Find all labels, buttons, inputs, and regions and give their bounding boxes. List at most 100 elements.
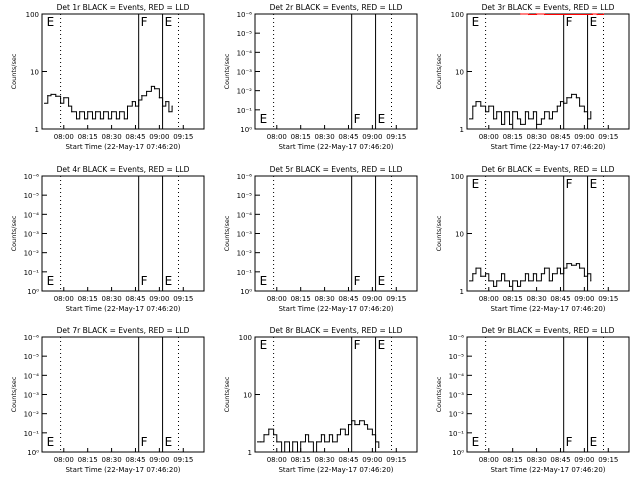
data-point	[59, 102, 62, 104]
x-tick-label: 09:00	[362, 456, 382, 464]
data-point	[500, 273, 503, 275]
data-point	[168, 111, 170, 113]
y-tick-label: 10⁻⁶	[237, 173, 253, 181]
x-tick-label: 08:15	[291, 295, 311, 303]
x-tick-label: 08:15	[291, 456, 311, 464]
x-tick-label: 08:45	[550, 456, 570, 464]
data-point	[138, 99, 140, 101]
data-point	[590, 280, 592, 282]
data-point	[154, 88, 156, 90]
event-marker-label: E	[590, 15, 598, 29]
data-point	[110, 111, 113, 113]
y-tick-label: 10⁻¹	[237, 269, 253, 277]
data-point	[272, 434, 275, 436]
data-point	[300, 441, 302, 443]
event-marker-label: F	[141, 435, 148, 449]
x-tick-label: 08:15	[291, 133, 311, 141]
event-marker-label: F	[141, 15, 148, 29]
event-marker-label: E	[590, 435, 598, 449]
panel-title: Det 1r BLACK = Events, RED = LLD	[57, 3, 190, 12]
lld-series-line	[520, 13, 604, 15]
x-tick-label: 08:00	[54, 133, 74, 141]
event-marker-label: E	[260, 112, 268, 126]
y-tick-label: 10⁻³	[237, 231, 253, 239]
y-tick-label: 10⁻¹	[449, 430, 465, 438]
x-tick-label: 08:45	[550, 295, 570, 303]
event-marker-label: E	[47, 435, 55, 449]
data-point	[99, 118, 102, 120]
x-tick-label: 09:00	[574, 133, 594, 141]
event-marker-label: E	[260, 338, 268, 352]
y-axis-label: Counts/sec	[10, 376, 18, 412]
data-point	[475, 100, 477, 103]
data-point	[591, 13, 593, 15]
y-tick-label: 10⁻⁵	[24, 192, 40, 200]
y-tick-label: 10⁻⁵	[449, 353, 465, 361]
x-tick-label: 08:00	[479, 456, 499, 464]
y-tick-label: 10⁻¹	[24, 269, 40, 277]
data-point	[496, 280, 498, 282]
data-point	[575, 262, 578, 265]
data-point	[484, 273, 487, 275]
x-tick-label: 09:15	[598, 295, 618, 303]
event-marker-label: E	[47, 15, 55, 29]
event-marker-label: F	[141, 274, 148, 288]
data-point	[596, 13, 598, 16]
x-tick-label: 09:15	[386, 295, 406, 303]
y-tick-label: 1	[35, 126, 39, 134]
event-marker-label: F	[566, 435, 573, 449]
data-point	[292, 441, 294, 443]
y-tick-label: 100	[239, 334, 252, 342]
y-tick-label: 10⁻³	[449, 392, 465, 400]
data-point	[141, 95, 143, 97]
data-point	[543, 111, 546, 113]
events-series-line	[469, 93, 592, 125]
data-point	[496, 111, 498, 113]
y-axis-label: Counts/sec	[10, 215, 18, 251]
data-point	[296, 451, 299, 453]
y-tick-label: 1	[460, 288, 464, 296]
data-point	[103, 111, 105, 113]
y-tick-label: 10⁰	[240, 288, 252, 296]
data-point	[516, 118, 519, 120]
data-point	[359, 420, 361, 422]
data-point	[535, 280, 538, 282]
y-axis-label: Counts/sec	[435, 53, 443, 89]
plot-frame	[41, 175, 205, 292]
x-tick-label: 08:30	[314, 456, 334, 464]
data-point	[535, 123, 538, 126]
x-tick-label: 09:00	[362, 133, 382, 141]
y-tick-label: 10⁻⁵	[237, 192, 253, 200]
y-axis-label: Counts/sec	[223, 215, 231, 251]
x-tick-label: 08:45	[550, 133, 570, 141]
plot-frame	[254, 175, 418, 292]
y-axis-label: Counts/sec	[435, 215, 443, 251]
x-tick-label: 09:15	[173, 456, 193, 464]
data-point	[579, 267, 581, 269]
data-point	[268, 428, 270, 430]
y-tick-label: 10	[455, 69, 464, 77]
data-point	[367, 428, 369, 430]
x-tick-label: 08:15	[503, 295, 523, 303]
data-point	[528, 280, 530, 282]
data-point	[44, 102, 46, 104]
plot-frame	[466, 175, 630, 292]
data-point	[469, 280, 471, 282]
x-axis-label: Start Time (22-May-17 07:46:20)	[65, 143, 180, 151]
x-tick-label: 08:15	[78, 456, 98, 464]
data-point	[71, 111, 73, 113]
data-point	[556, 105, 558, 107]
x-tick-label: 09:00	[362, 295, 382, 303]
events-series-line	[469, 263, 592, 287]
data-point	[150, 85, 153, 88]
x-tick-label: 08:45	[338, 295, 358, 303]
data-point	[543, 267, 546, 269]
y-tick-label: 1	[460, 126, 464, 134]
y-tick-label: 10⁻⁵	[237, 30, 253, 38]
event-marker-label: E	[378, 274, 386, 288]
x-axis-label: Start Time (22-May-17 07:46:20)	[278, 466, 393, 474]
data-point	[351, 420, 353, 422]
data-point	[63, 97, 65, 99]
x-tick-label: 08:00	[267, 133, 287, 141]
